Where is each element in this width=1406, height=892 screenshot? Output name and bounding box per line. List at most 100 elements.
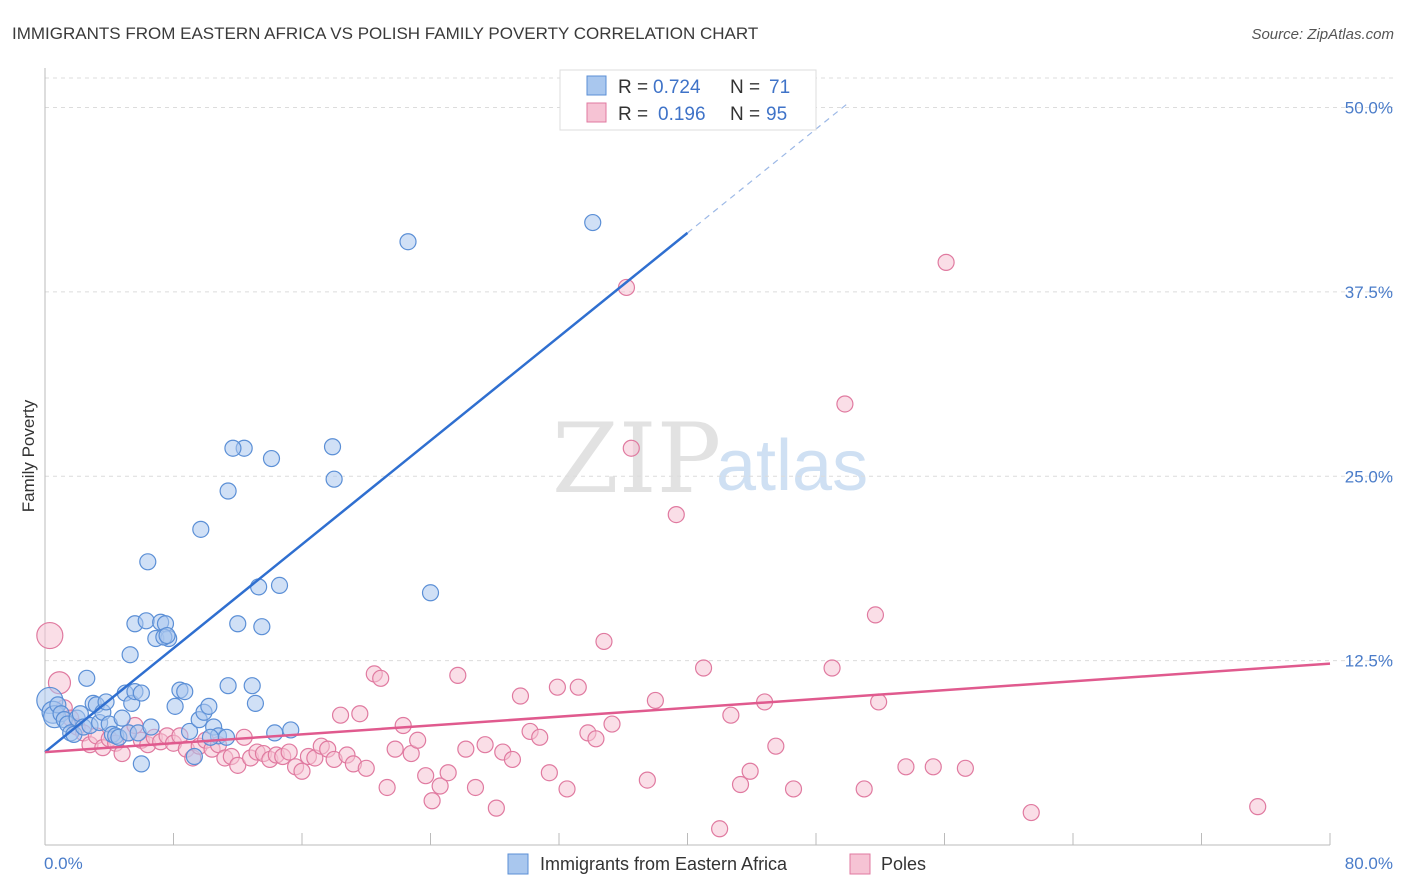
series-legend-swatch-blue bbox=[507, 853, 529, 875]
eastern-africa-points bbox=[36, 213, 602, 773]
x-tick-label-max: 80.0% bbox=[1345, 854, 1393, 873]
eastern-africa-point bbox=[270, 576, 289, 595]
poles-point bbox=[767, 737, 785, 755]
series-legend-swatch-pink bbox=[849, 853, 871, 875]
poles-point bbox=[1249, 798, 1267, 816]
poles-point bbox=[293, 762, 311, 780]
poles-point bbox=[487, 799, 505, 817]
eastern-africa-point bbox=[132, 755, 150, 773]
y-tick-labels: 12.5% 25.0% 37.5% 50.0% bbox=[1345, 99, 1393, 671]
poles-point bbox=[603, 715, 621, 733]
poles-point bbox=[924, 758, 942, 776]
eastern-africa-point bbox=[121, 646, 139, 664]
y-tick-label: 37.5% bbox=[1345, 283, 1393, 302]
poles-point bbox=[741, 762, 759, 780]
x-tick-label-min: 0.0% bbox=[44, 854, 83, 873]
eastern-africa-point bbox=[180, 722, 199, 741]
eastern-africa-point bbox=[421, 584, 440, 602]
eastern-africa-point bbox=[250, 578, 268, 596]
poles-points bbox=[36, 253, 1267, 838]
eastern-africa-point bbox=[201, 728, 220, 746]
poles-point bbox=[357, 759, 375, 777]
poles-point bbox=[823, 659, 841, 677]
eastern-africa-point bbox=[113, 709, 131, 727]
eastern-africa-point bbox=[224, 439, 242, 457]
watermark-zip: ZIP bbox=[552, 403, 721, 515]
poles-point bbox=[457, 740, 475, 758]
eastern-africa-point bbox=[266, 724, 284, 742]
eastern-africa-point bbox=[158, 626, 176, 645]
y-axis-label: Family Poverty bbox=[19, 399, 38, 512]
poles-point bbox=[466, 778, 485, 797]
eastern-africa-point bbox=[137, 612, 155, 630]
poles-point bbox=[540, 764, 558, 782]
poles-point bbox=[731, 775, 750, 794]
grid-lines bbox=[45, 77, 1395, 662]
eastern-africa-point bbox=[325, 470, 343, 488]
legend-r-label-2: R = bbox=[618, 104, 648, 125]
poles-point bbox=[378, 778, 396, 797]
eastern-africa-trend-line bbox=[44, 231, 689, 754]
eastern-africa-point bbox=[253, 618, 271, 636]
poles-point bbox=[587, 730, 605, 748]
eastern-africa-point bbox=[132, 684, 150, 702]
y-tick-label: 25.0% bbox=[1345, 467, 1393, 486]
poles-point bbox=[548, 678, 566, 696]
poles-point bbox=[711, 820, 729, 838]
series-legend-label-pink: Poles bbox=[881, 854, 926, 874]
chart-source: Source: ZipAtlas.com bbox=[1251, 26, 1394, 43]
poles-point bbox=[409, 731, 427, 749]
poles-point bbox=[1022, 803, 1040, 822]
poles-point bbox=[646, 691, 664, 710]
poles-point bbox=[372, 669, 390, 687]
poles-point bbox=[476, 736, 494, 754]
poles-point bbox=[331, 706, 350, 724]
eastern-africa-point bbox=[246, 694, 265, 713]
poles-point bbox=[870, 693, 888, 711]
poles-point bbox=[638, 771, 656, 789]
legend-n-value-1: 71 bbox=[769, 77, 790, 98]
poles-point bbox=[667, 505, 685, 524]
poles-point bbox=[351, 705, 369, 723]
poles-point bbox=[558, 780, 576, 798]
eastern-africa-point bbox=[176, 682, 194, 701]
eastern-africa-point bbox=[323, 438, 342, 456]
poles-point bbox=[503, 750, 522, 769]
poles-trend-line bbox=[44, 662, 1331, 754]
eastern-africa-point bbox=[185, 747, 203, 766]
poles-point bbox=[229, 756, 247, 774]
legend-n-label-1: N = bbox=[730, 77, 760, 98]
chart-title: IMMIGRANTS FROM EASTERN AFRICA VS POLISH… bbox=[12, 24, 758, 43]
poles-point bbox=[694, 659, 713, 677]
eastern-africa-point bbox=[78, 669, 96, 687]
poles-point bbox=[622, 439, 640, 457]
series-legend: Immigrants from Eastern Africa Poles bbox=[507, 853, 926, 875]
series-legend-label-blue: Immigrants from Eastern Africa bbox=[540, 854, 788, 874]
eastern-africa-point bbox=[142, 718, 160, 736]
poles-point bbox=[36, 621, 64, 650]
eastern-africa-point bbox=[584, 213, 602, 232]
poles-point bbox=[897, 758, 915, 776]
eastern-africa-point bbox=[192, 520, 210, 538]
poles-point bbox=[423, 792, 441, 810]
eastern-africa-point bbox=[139, 553, 157, 571]
y-tick-label: 50.0% bbox=[1345, 99, 1393, 118]
poles-point bbox=[531, 728, 549, 746]
legend-r-value-1: 0.724 bbox=[653, 77, 701, 98]
poles-point bbox=[784, 780, 803, 798]
eastern-africa-point bbox=[399, 233, 417, 251]
legend-r-value-2: 0.196 bbox=[658, 104, 706, 125]
eastern-africa-point bbox=[243, 677, 261, 695]
eastern-africa-point bbox=[219, 677, 237, 695]
poles-point bbox=[280, 743, 298, 761]
eastern-africa-point bbox=[229, 615, 247, 633]
poles-point bbox=[956, 759, 974, 777]
legend-swatch-pink bbox=[586, 102, 607, 123]
poles-point bbox=[866, 606, 885, 624]
trend-lines bbox=[44, 102, 1331, 754]
poles-point bbox=[439, 764, 457, 782]
legend-r-label-1: R = bbox=[618, 77, 648, 98]
stats-legend: R = 0.724 N = 71 R = 0.196 N = 95 bbox=[559, 69, 817, 131]
poles-point bbox=[511, 687, 530, 705]
